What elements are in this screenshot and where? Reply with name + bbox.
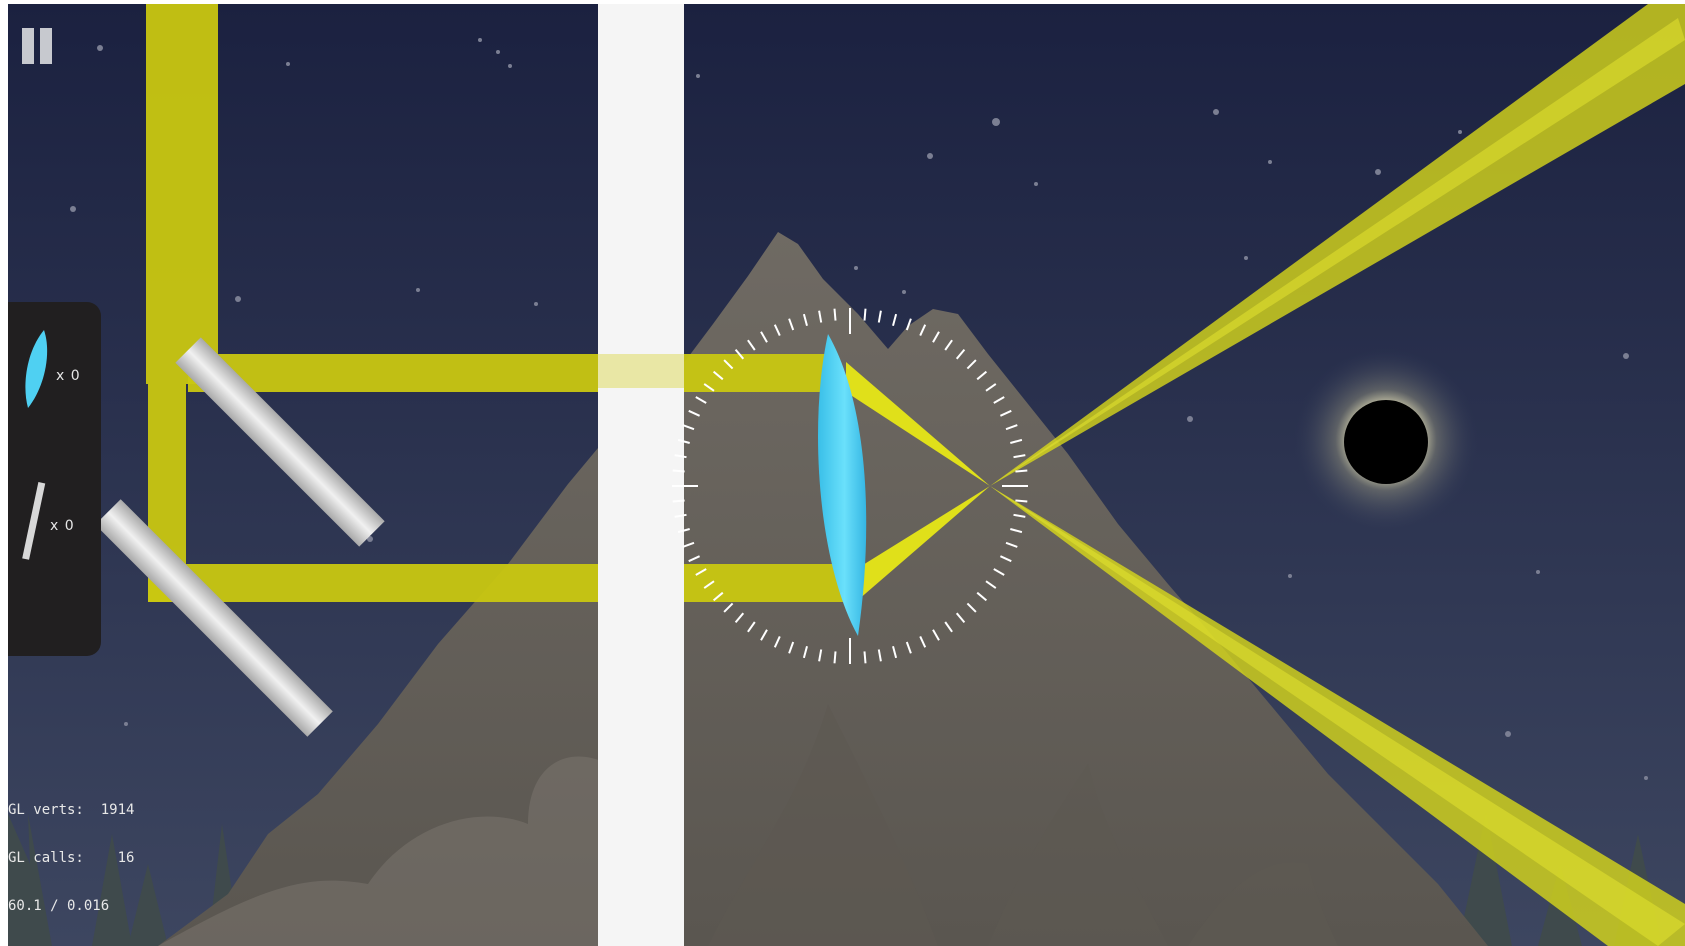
mirror-icon (22, 482, 46, 560)
dial-tick (723, 602, 734, 613)
debug-fps: 60.1 / 0.016 (8, 898, 110, 914)
dial-tick (1015, 469, 1028, 473)
dial-tick (999, 409, 1012, 417)
dial-tick (747, 339, 756, 351)
dial-tick (976, 591, 988, 602)
mirror-upper[interactable] (175, 337, 385, 547)
dial-tick (966, 602, 977, 613)
dial-tick (674, 454, 687, 459)
dial-tick (802, 313, 808, 326)
dial-tick (1005, 424, 1018, 431)
dial-tick (1005, 541, 1018, 548)
dial-tick (863, 308, 867, 321)
dial-tick (892, 313, 898, 326)
game-scene (8, 4, 1685, 946)
white-wall (598, 4, 684, 946)
dial-tick (976, 370, 988, 381)
dial-tick (760, 331, 768, 343)
mirror-count: x 0 (50, 518, 75, 534)
dial-tick (734, 348, 745, 360)
dial-tick (734, 612, 745, 624)
dial-tick (985, 580, 997, 589)
dial-tick (802, 646, 808, 659)
dial-tick (1013, 513, 1026, 518)
light-beams (146, 4, 1685, 946)
dial-tick (788, 318, 795, 331)
debug-info: GL verts: 1914 GL calls: 16 60.1 / 0.016 (8, 770, 228, 946)
lens-object[interactable] (818, 334, 867, 636)
dial-tick (788, 641, 795, 654)
dial-tick (712, 370, 724, 381)
dial-tick (723, 359, 734, 370)
inventory-slot-lens[interactable]: x 0 (16, 322, 94, 422)
debug-gl-verts: GL verts: 1914 (8, 802, 135, 818)
lens-icon (25, 330, 48, 408)
dial-tick (1010, 528, 1023, 534)
dial-tick (833, 651, 837, 664)
dial-tick (695, 568, 707, 576)
dial-tick (1010, 438, 1023, 444)
eclipse-sun (1294, 348, 1478, 532)
dial-tick (818, 649, 823, 662)
dial-tick (712, 591, 724, 602)
game-viewport[interactable]: x 0 x 0 GL verts: 1914 GL calls: 16 60.1… (8, 4, 1685, 946)
dial-tick (695, 396, 707, 404)
dial-tick (877, 649, 882, 662)
dial-tick (932, 629, 940, 641)
dial-tick (773, 635, 781, 648)
dial-tick (674, 513, 687, 518)
dial-tick (999, 555, 1012, 563)
dial-tick (955, 612, 966, 624)
dial-tick (1013, 454, 1026, 459)
inventory-panel: x 0 x 0 (8, 302, 101, 656)
lens-count: x 0 (56, 368, 81, 384)
dial-tick (677, 438, 690, 444)
dial-tick (1015, 499, 1028, 503)
dial-tick (993, 396, 1005, 404)
dial-tick (672, 469, 685, 473)
dial-tick (760, 629, 768, 641)
dial-tick (993, 568, 1005, 576)
dial-tick (905, 641, 912, 654)
dial-tick (944, 339, 953, 351)
dial-tick (932, 331, 940, 343)
beam-on-wall (598, 354, 684, 388)
dial-tick (966, 359, 977, 370)
dial-tick (672, 499, 685, 503)
dial-tick (863, 651, 867, 664)
dial-tick (688, 555, 701, 563)
dial-tick (955, 348, 966, 360)
stars (70, 38, 1648, 780)
dial-tick (919, 324, 927, 337)
dial-tick (682, 424, 695, 431)
dial-tick (944, 621, 953, 633)
dial-tick (682, 541, 695, 548)
debug-gl-calls: GL calls: 16 (8, 850, 135, 866)
dial-tick (919, 635, 927, 648)
dial-tick (985, 383, 997, 392)
pause-button[interactable] (22, 22, 62, 68)
dial-tick (905, 318, 912, 331)
dial-tick (703, 383, 715, 392)
dial-tick (877, 310, 882, 323)
dial-tick (688, 409, 701, 417)
lens-rotation-dial[interactable] (672, 308, 1028, 664)
dial-tick (818, 310, 823, 323)
mirror-lower[interactable] (95, 499, 333, 737)
dial-tick (677, 528, 690, 534)
inventory-slot-mirror[interactable]: x 0 (16, 478, 94, 578)
dial-tick (703, 580, 715, 589)
dial-tick (833, 308, 837, 321)
dial-tick (892, 646, 898, 659)
dial-tick (747, 621, 756, 633)
dial-tick (773, 324, 781, 337)
